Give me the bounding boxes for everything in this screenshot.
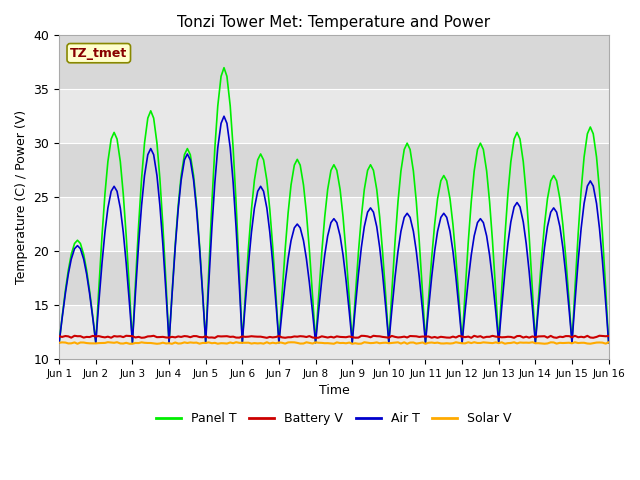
Y-axis label: Temperature (C) / Power (V): Temperature (C) / Power (V) — [15, 110, 28, 284]
Bar — [59, 89, 609, 143]
Bar — [59, 197, 609, 251]
X-axis label: Time: Time — [319, 384, 349, 397]
Title: Tonzi Tower Met: Temperature and Power: Tonzi Tower Met: Temperature and Power — [177, 15, 490, 30]
Text: TZ_tmet: TZ_tmet — [70, 47, 127, 60]
Bar — [59, 143, 609, 197]
Bar — [59, 305, 609, 359]
Legend: Panel T, Battery V, Air T, Solar V: Panel T, Battery V, Air T, Solar V — [151, 407, 516, 430]
Bar — [59, 251, 609, 305]
Bar — [59, 36, 609, 89]
